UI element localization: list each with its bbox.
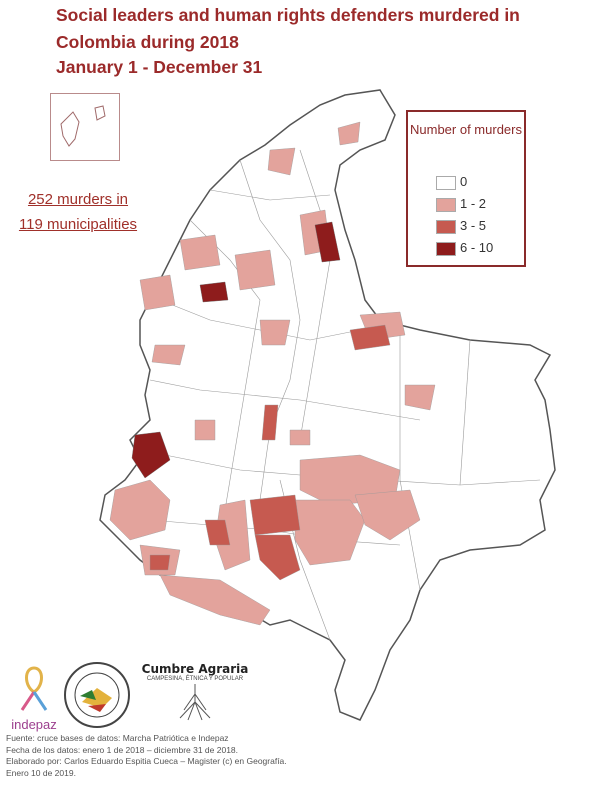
marcha-patriotica-logo xyxy=(62,660,132,730)
footer-credits: Fuente: cruce bases de datos: Marcha Pat… xyxy=(6,733,346,779)
legend-swatch xyxy=(436,220,456,234)
indepaz-text: indepaz xyxy=(11,717,57,732)
legend-label: 6 - 10 xyxy=(460,240,494,255)
cumbre-agraria-logo: Cumbre Agraria CAMPESINA, ÉTNICA Y POPUL… xyxy=(140,662,250,728)
legend: Number of murders 0 1 - 2 3 - 5 6 - 10 xyxy=(406,110,526,267)
summary-line-1: 252 murders in xyxy=(27,191,129,208)
legend-label: 1 - 2 xyxy=(460,196,487,211)
cumbre-text: Cumbre Agraria xyxy=(141,662,249,676)
legend-swatch xyxy=(436,176,456,190)
tree-roots-icon xyxy=(179,684,211,721)
legend-swatch xyxy=(436,242,456,256)
map-subtitle: January 1 - December 31 xyxy=(56,57,263,77)
cumbre-subtext: CAMPESINA, ÉTNICA Y POPULAR xyxy=(146,676,244,682)
class-1-areas xyxy=(109,121,436,626)
ribbon-icon xyxy=(20,666,48,711)
footer-line-1: Fuente: cruce bases de datos: Marcha Pat… xyxy=(6,733,229,743)
footer-line-3: Elaborado por: Carlos Eduardo Espitia Cu… xyxy=(6,756,287,766)
indepaz-logo: indepaz xyxy=(6,662,62,732)
inset-map xyxy=(50,93,120,161)
legend-title: Number of murders xyxy=(410,122,522,137)
footer-line-4: Enero 10 de 2019. xyxy=(6,767,76,778)
legend-swatch xyxy=(436,198,456,212)
san-andres-inset-icon xyxy=(60,105,106,147)
legend-label: 0 xyxy=(460,174,468,189)
summary-line-2: 119 municipalities xyxy=(18,216,138,233)
class-2-areas xyxy=(149,324,391,581)
footer-line-2: Fecha de los datos: enero 1 de 2018 – di… xyxy=(6,744,239,755)
seal-icon xyxy=(64,662,130,728)
summary-text: 252 murders in 119 municipalities xyxy=(8,187,148,237)
map-title: Social leaders and human rights defender… xyxy=(56,5,520,52)
class-3-areas xyxy=(131,221,341,479)
legend-label: 3 - 5 xyxy=(460,218,487,233)
